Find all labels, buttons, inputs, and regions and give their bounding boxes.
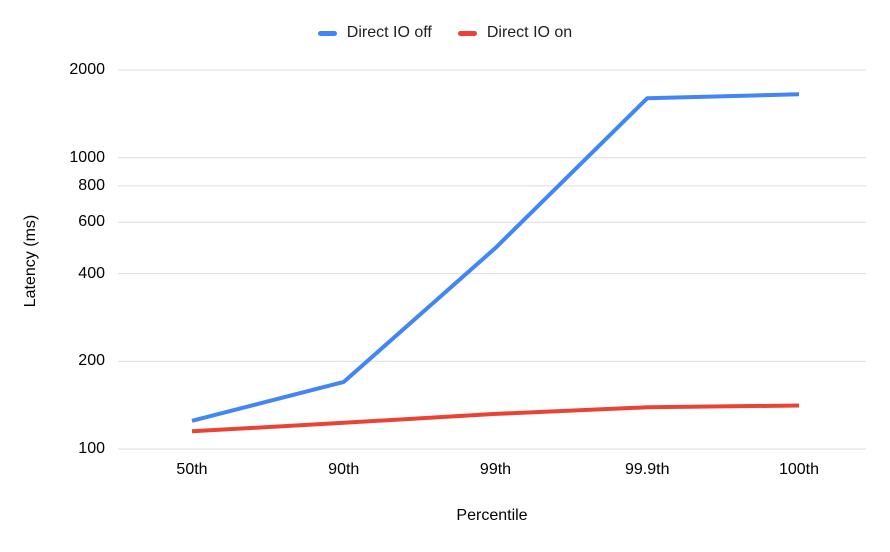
- x-tick-label: 99th: [479, 461, 512, 478]
- x-tick-label: 99.9th: [625, 461, 670, 478]
- chart-legend: Direct IO off Direct IO on: [0, 23, 890, 43]
- y-tick-label: 2000: [69, 61, 105, 78]
- series-line-1[interactable]: [191, 403, 800, 434]
- x-tick-label: 100th: [778, 461, 820, 478]
- x-tick-label: 90th: [328, 461, 360, 478]
- x-axis-title: Percentile: [456, 507, 528, 524]
- y-tick-label: 1000: [69, 148, 105, 166]
- y-tick-label: 400: [78, 264, 105, 282]
- legend-label-direct-io-off: Direct IO off: [346, 24, 432, 41]
- y-tick-label: 200: [78, 352, 105, 370]
- x-tick-label: 50th: [176, 461, 208, 478]
- legend-swatch-direct-io-on: [457, 30, 477, 36]
- series-line-0[interactable]: [191, 92, 800, 423]
- legend-item-direct-io-on[interactable]: Direct IO on: [457, 24, 573, 42]
- legend-item-direct-io-off[interactable]: Direct IO off: [317, 24, 432, 42]
- legend-swatch-direct-io-off: [317, 30, 337, 36]
- y-tick-label: 100: [78, 440, 105, 457]
- y-tick-label: 800: [78, 176, 105, 194]
- legend-label-direct-io-on: Direct IO on: [486, 24, 573, 41]
- y-tick-label: 600: [78, 213, 105, 231]
